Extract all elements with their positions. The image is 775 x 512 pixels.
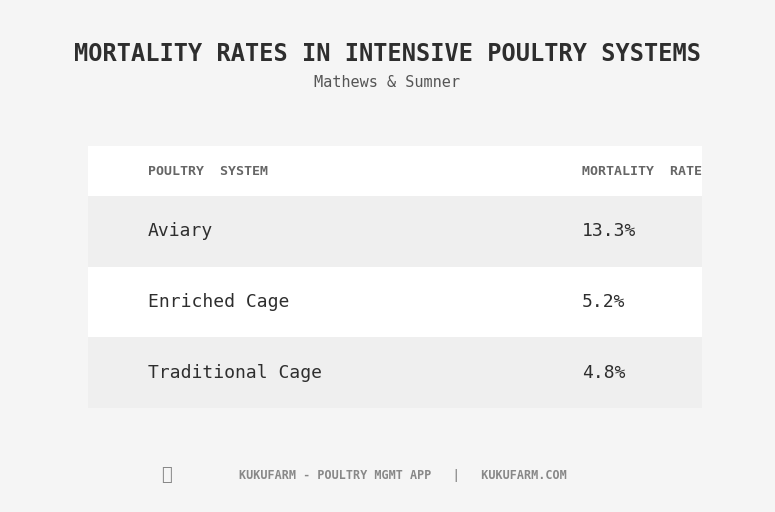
Text: Aviary: Aviary [148, 222, 213, 241]
Text: Enriched Cage: Enriched Cage [148, 293, 289, 311]
Text: Traditional Cage: Traditional Cage [148, 364, 322, 382]
Text: 5.2%: 5.2% [582, 293, 625, 311]
Text: MORTALITY RATES IN INTENSIVE POULTRY SYSTEMS: MORTALITY RATES IN INTENSIVE POULTRY SYS… [74, 42, 701, 66]
Text: 13.3%: 13.3% [582, 222, 636, 241]
Text: ⮡: ⮡ [161, 466, 172, 484]
FancyBboxPatch shape [88, 267, 702, 337]
FancyBboxPatch shape [88, 196, 702, 267]
Text: MORTALITY  RATE: MORTALITY RATE [582, 164, 702, 178]
Text: 4.8%: 4.8% [582, 364, 625, 382]
FancyBboxPatch shape [88, 146, 702, 196]
FancyBboxPatch shape [88, 337, 702, 408]
Text: Mathews & Sumner: Mathews & Sumner [315, 75, 460, 91]
Text: KUKUFARM - POULTRY MGMT APP   |   KUKUFARM.COM: KUKUFARM - POULTRY MGMT APP | KUKUFARM.C… [239, 468, 567, 482]
Text: POULTRY  SYSTEM: POULTRY SYSTEM [148, 164, 268, 178]
